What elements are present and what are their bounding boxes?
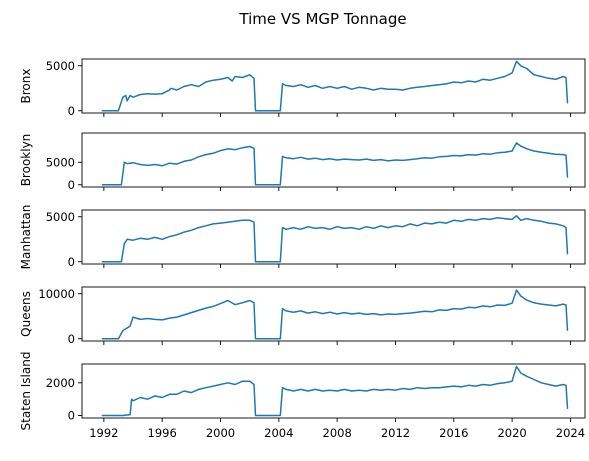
y-tick-label: 0: [68, 409, 75, 423]
y-axis-label: Bronx: [19, 69, 33, 104]
axes-frame: [81, 58, 586, 114]
x-tick-label: 2008: [323, 426, 352, 440]
x-tick-label: 2012: [381, 426, 410, 440]
x-axis: 1992 1996 2000 2004 2008 2012 2016 2020 2024: [89, 426, 585, 440]
x-tick-label: 1996: [148, 426, 177, 440]
panel-4: 0 10000 Queens: [19, 286, 586, 346]
x-tick-label: 2016: [439, 426, 468, 440]
axes-frame: [81, 132, 586, 188]
chart-title: Time VS MGP Tonnage: [238, 10, 406, 28]
series-line: [101, 142, 569, 186]
y-tick-label: 0: [68, 332, 75, 346]
series-line: [101, 289, 569, 340]
y-axis-label: Brooklyn: [19, 134, 33, 187]
panel-3: 0 5000 Manhattan: [19, 205, 586, 270]
subplot-panels: 0 5000 Bronx 0 5000 Brooklyn 0 5000 Manhattan 0 10…: [19, 58, 586, 440]
panel-1: 0 5000 Bronx: [19, 58, 586, 118]
axes-frame: [81, 209, 586, 265]
x-tick-label: 2000: [206, 426, 235, 440]
y-tick-label: 5000: [46, 155, 75, 169]
x-tick-label: 2020: [497, 426, 526, 440]
panel-2: 0 5000 Brooklyn: [19, 132, 586, 192]
y-tick-label: 2000: [46, 376, 75, 390]
y-tick-label: 0: [68, 104, 75, 118]
series-line: [101, 215, 569, 263]
series-line: [101, 60, 569, 112]
y-tick-label: 0: [68, 255, 75, 269]
x-tick-label: 1992: [89, 426, 118, 440]
series-line: [101, 365, 569, 417]
y-tick-label: 5000: [46, 210, 75, 224]
y-tick-label: 0: [68, 178, 75, 192]
x-tick-label: 2004: [264, 426, 293, 440]
x-tick-label: 2024: [556, 426, 585, 440]
y-axis-label: Queens: [19, 291, 33, 337]
y-axis-label: Staten Island: [19, 352, 33, 431]
y-tick-label: 5000: [46, 59, 75, 73]
axes-frame: [81, 363, 586, 419]
axes-frame: [81, 286, 586, 342]
y-tick-label: 10000: [38, 287, 75, 301]
y-axis-label: Manhattan: [19, 205, 33, 270]
panel-5: 0 2000 Staten Island: [19, 352, 586, 431]
